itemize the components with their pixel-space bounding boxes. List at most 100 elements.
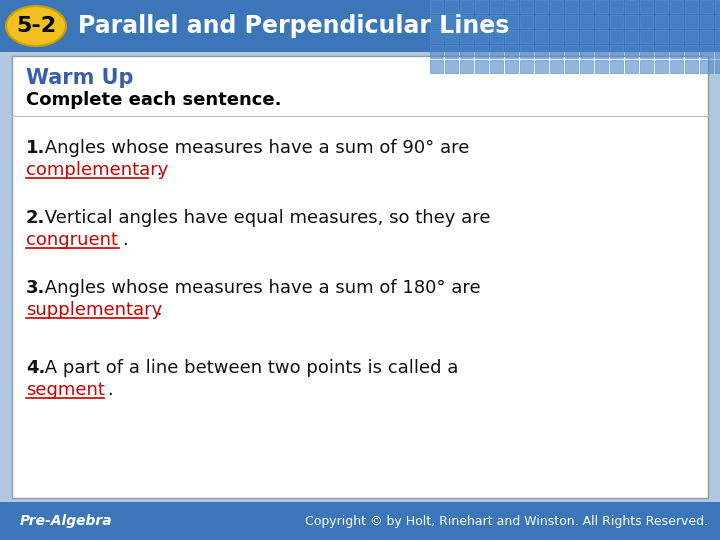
Text: supplementary: supplementary xyxy=(26,301,162,319)
Text: 4.: 4. xyxy=(26,359,45,377)
Bar xyxy=(685,60,698,73)
Bar xyxy=(595,0,608,13)
Bar xyxy=(640,30,653,43)
Text: congruent: congruent xyxy=(26,231,118,249)
Bar xyxy=(670,45,683,58)
Bar xyxy=(565,60,578,73)
Text: Vertical angles have equal measures, so they are: Vertical angles have equal measures, so … xyxy=(39,209,490,227)
Bar xyxy=(490,60,503,73)
Bar xyxy=(655,0,668,13)
Bar xyxy=(610,30,623,43)
Bar xyxy=(700,30,713,43)
Bar xyxy=(715,60,720,73)
Text: Angles whose measures have a sum of 180° are: Angles whose measures have a sum of 180°… xyxy=(39,279,480,297)
Bar xyxy=(445,45,458,58)
Bar xyxy=(430,0,443,13)
Bar xyxy=(625,15,638,28)
Bar xyxy=(655,15,668,28)
Bar xyxy=(565,30,578,43)
Bar xyxy=(475,45,488,58)
Text: Complete each sentence.: Complete each sentence. xyxy=(26,91,282,109)
Bar xyxy=(580,30,593,43)
Ellipse shape xyxy=(6,6,66,46)
Bar xyxy=(475,0,488,13)
Bar xyxy=(670,60,683,73)
Text: 2.: 2. xyxy=(26,209,45,227)
Bar xyxy=(475,30,488,43)
Bar xyxy=(670,0,683,13)
Bar xyxy=(505,0,518,13)
Text: 3.: 3. xyxy=(26,279,45,297)
Bar xyxy=(0,502,720,540)
Bar xyxy=(12,56,708,498)
Bar xyxy=(580,0,593,13)
Bar xyxy=(655,60,668,73)
Text: .: . xyxy=(122,231,127,249)
Bar xyxy=(595,45,608,58)
Text: 1.: 1. xyxy=(26,139,45,157)
Text: segment: segment xyxy=(26,381,105,399)
Bar xyxy=(625,0,638,13)
Bar xyxy=(475,15,488,28)
Bar xyxy=(580,15,593,28)
Bar xyxy=(490,45,503,58)
Bar xyxy=(565,0,578,13)
Text: .: . xyxy=(150,301,162,319)
Bar xyxy=(595,60,608,73)
Bar xyxy=(715,15,720,28)
Text: Angles whose measures have a sum of 90° are: Angles whose measures have a sum of 90° … xyxy=(39,139,469,157)
Bar xyxy=(610,45,623,58)
Bar xyxy=(640,15,653,28)
Bar xyxy=(490,0,503,13)
Bar xyxy=(715,0,720,13)
Bar xyxy=(610,0,623,13)
Bar xyxy=(550,60,563,73)
Bar xyxy=(490,15,503,28)
Bar xyxy=(535,30,548,43)
Bar xyxy=(520,30,533,43)
Bar xyxy=(535,0,548,13)
Bar xyxy=(700,0,713,13)
Bar xyxy=(505,30,518,43)
Bar xyxy=(670,30,683,43)
Bar xyxy=(535,15,548,28)
Bar xyxy=(550,30,563,43)
Bar xyxy=(475,60,488,73)
Bar xyxy=(685,30,698,43)
Bar xyxy=(430,30,443,43)
Bar xyxy=(715,45,720,58)
Bar xyxy=(595,30,608,43)
Bar xyxy=(535,60,548,73)
Bar xyxy=(460,0,473,13)
Bar xyxy=(685,15,698,28)
Bar xyxy=(685,45,698,58)
Bar xyxy=(550,45,563,58)
Bar xyxy=(640,60,653,73)
Bar xyxy=(700,60,713,73)
Bar xyxy=(445,0,458,13)
Bar xyxy=(460,30,473,43)
Bar xyxy=(520,45,533,58)
Text: Parallel and Perpendicular Lines: Parallel and Perpendicular Lines xyxy=(78,14,509,38)
Text: .: . xyxy=(107,381,113,399)
Bar xyxy=(700,15,713,28)
Bar xyxy=(0,0,720,52)
Bar xyxy=(610,15,623,28)
Bar xyxy=(625,30,638,43)
Bar xyxy=(565,45,578,58)
Bar xyxy=(625,60,638,73)
Text: 5-2: 5-2 xyxy=(16,16,56,36)
Text: Pre-Algebra: Pre-Algebra xyxy=(20,514,112,528)
Bar xyxy=(640,45,653,58)
Bar xyxy=(430,60,443,73)
Bar xyxy=(535,45,548,58)
Bar xyxy=(715,30,720,43)
Text: A part of a line between two points is called a: A part of a line between two points is c… xyxy=(39,359,459,377)
Bar xyxy=(655,45,668,58)
Text: complementary: complementary xyxy=(26,161,168,179)
Bar xyxy=(520,60,533,73)
Bar xyxy=(670,15,683,28)
Bar xyxy=(625,45,638,58)
Bar xyxy=(550,0,563,13)
Bar xyxy=(505,45,518,58)
